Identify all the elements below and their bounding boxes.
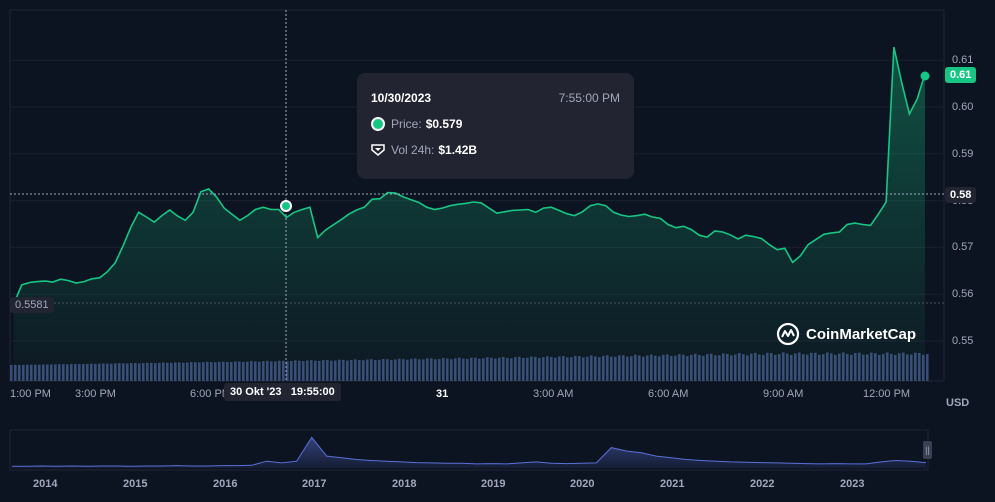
- y-tick-label: 0.61: [952, 54, 974, 66]
- navigator-year: 2021: [660, 478, 685, 490]
- navigator-year: 2015: [123, 478, 148, 490]
- price-tooltip: 10/30/2023 7:55:00 PM Price: $0.579 Vol …: [357, 73, 634, 179]
- navigator-year: 2017: [302, 478, 327, 490]
- x-tick-label: 3:00 AM: [533, 388, 574, 400]
- price-line: [13, 46, 926, 304]
- price-area: [14, 47, 925, 381]
- drag-handle-icon[interactable]: ||: [923, 441, 932, 459]
- y-tick-label: 0.55: [952, 335, 974, 347]
- tooltip-vol-value: $1.42B: [438, 143, 478, 157]
- x-tick-label: 9:00 AM: [763, 388, 804, 400]
- volume-bar: [10, 365, 13, 381]
- low-price-badge: 0.5581: [10, 297, 54, 313]
- currency-unit: USD: [946, 397, 970, 409]
- tooltip-price-label: Price:: [391, 117, 422, 131]
- crosshair-time-badge: 30 Okt '23 19:55:00: [224, 383, 341, 401]
- x-tick-label: 31: [436, 388, 449, 400]
- y-tick-label: 0.56: [952, 288, 974, 300]
- current-price-dot: [920, 71, 930, 81]
- coinmarketcap-logo: CoinMarketCap: [776, 322, 916, 346]
- x-tick-label: 6:00 AM: [648, 388, 689, 400]
- navigator-year: 2022: [750, 478, 775, 490]
- x-tick-label: 12:00 PM: [863, 388, 911, 400]
- navigator-year: 2019: [481, 478, 506, 490]
- logo-text: CoinMarketCap: [806, 325, 917, 343]
- tooltip-date: 10/30/2023: [371, 91, 432, 105]
- volume-icon: [371, 144, 385, 156]
- navigator-year: 2014: [33, 478, 58, 490]
- tooltip-vol-label: Vol 24h:: [391, 143, 435, 157]
- current-price-badge: 0.61: [945, 67, 977, 83]
- crosshair-dot: [280, 200, 292, 212]
- navigator-line[interactable]: [12, 436, 927, 467]
- y-tick-label: 0.57: [952, 241, 974, 253]
- x-tick-label: 1:00 PM: [10, 388, 51, 400]
- y-tick-label: 0.60: [952, 101, 974, 113]
- tooltip-price-value: $0.579: [425, 117, 463, 131]
- x-tick-label: 6:00 PM: [190, 388, 231, 400]
- navigator-year: 2016: [213, 478, 238, 490]
- navigator-year: 2020: [570, 478, 595, 490]
- volume-bar: [926, 354, 929, 381]
- tooltip-time: 7:55:00 PM: [558, 91, 620, 105]
- price-dot-icon: [371, 117, 385, 131]
- crosshair-price-badge: 0.58: [945, 187, 977, 203]
- navigator-year: 2018: [392, 478, 417, 490]
- coinmarketcap-logo-icon: [776, 322, 800, 346]
- navigator-year: 2023: [840, 478, 865, 490]
- y-tick-label: 0.59: [952, 148, 974, 160]
- x-tick-label: 3:00 PM: [75, 388, 116, 400]
